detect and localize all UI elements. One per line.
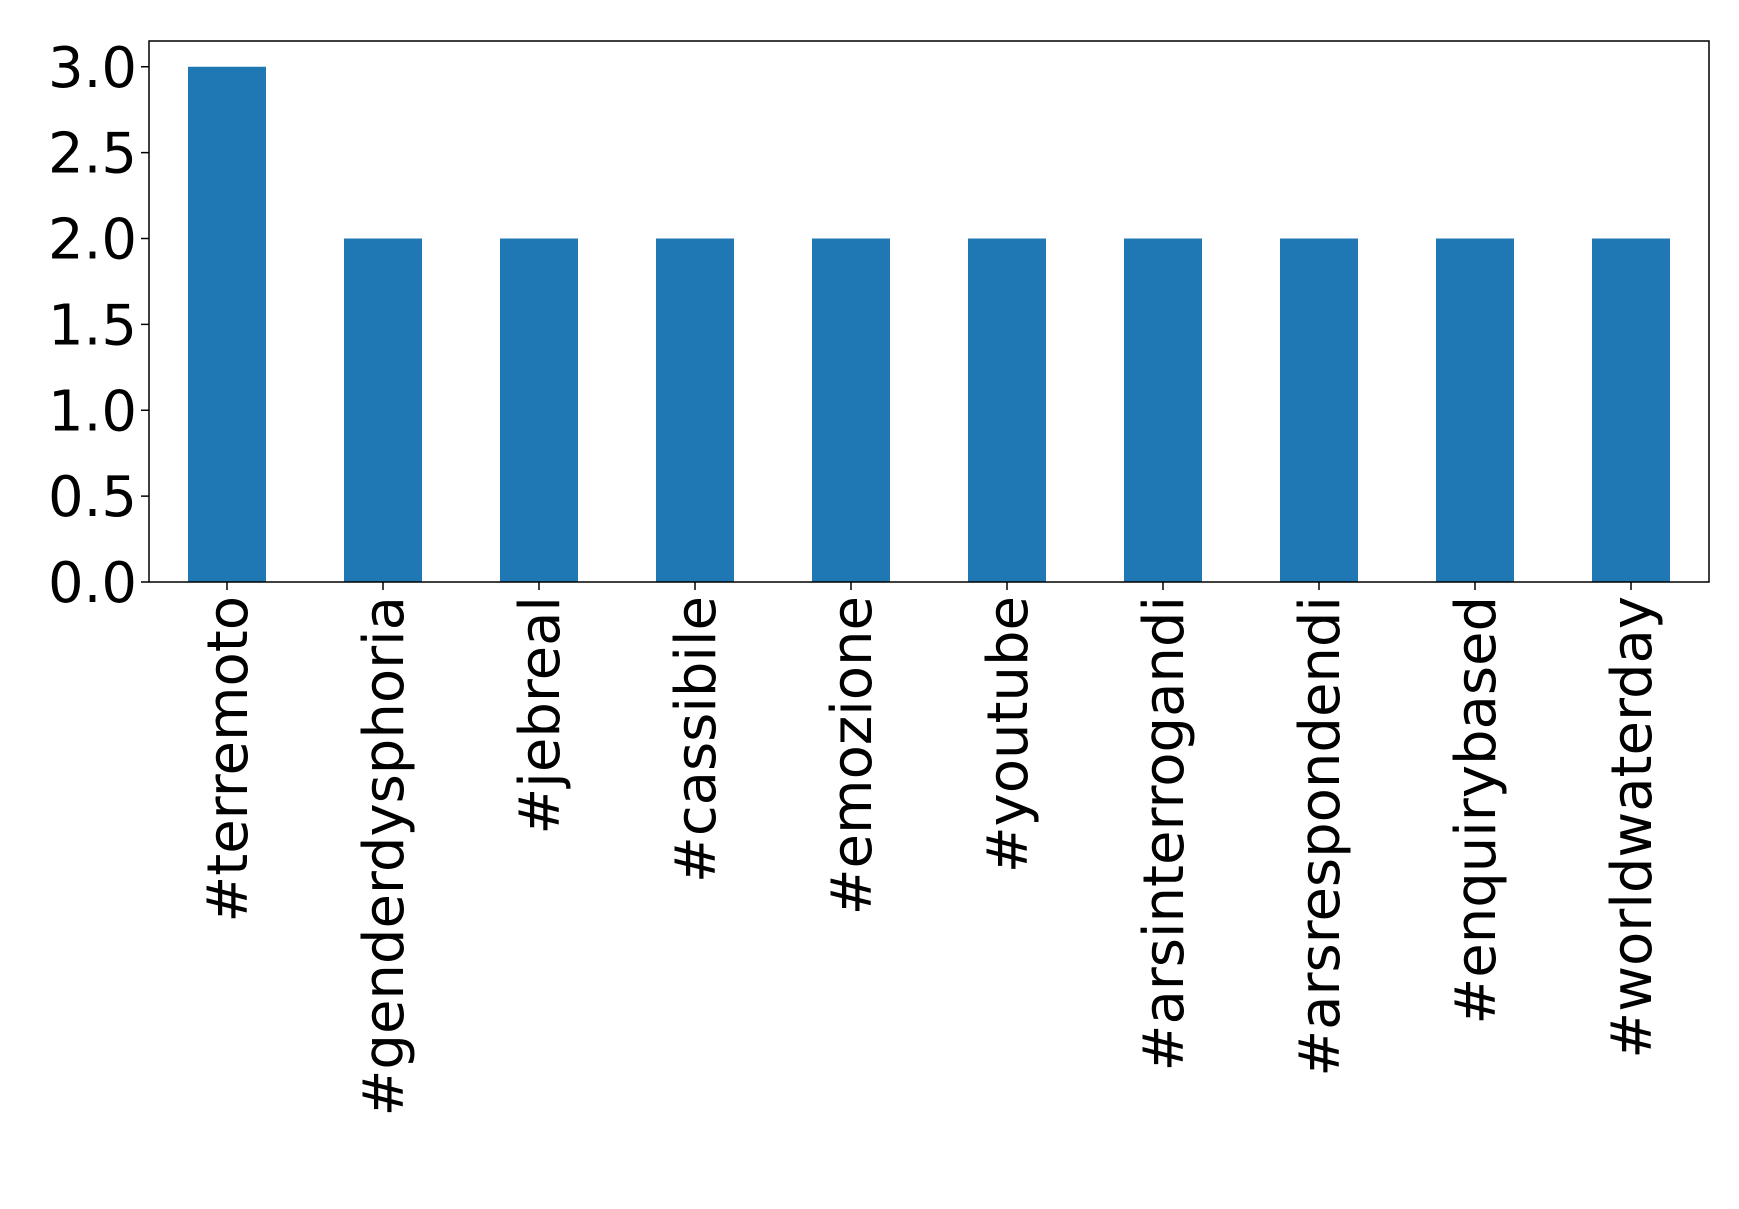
y-tick-label: 3.0 bbox=[48, 36, 137, 101]
bar bbox=[188, 66, 266, 582]
plot-frame bbox=[148, 40, 1710, 583]
bar bbox=[1436, 238, 1514, 582]
bar bbox=[1592, 238, 1670, 582]
x-tick-label: #jebreal bbox=[508, 596, 573, 835]
bar bbox=[656, 238, 734, 582]
y-tick-label: 1.5 bbox=[48, 293, 137, 358]
bar bbox=[812, 238, 890, 582]
x-tick-label: #youtube bbox=[976, 596, 1041, 873]
x-tick-label: #cassibile bbox=[664, 596, 729, 883]
y-tick-label: 2.5 bbox=[48, 122, 137, 187]
x-tick-label: #emozione bbox=[820, 596, 885, 915]
x-tick-label: #arsinterrogandi bbox=[1132, 596, 1197, 1071]
bar bbox=[344, 238, 422, 582]
y-tick-label: 0.0 bbox=[48, 551, 137, 616]
x-tick-label: #terremoto bbox=[196, 596, 261, 923]
y-tick-label: 1.0 bbox=[48, 379, 137, 444]
x-tick-label: #arsrespondendi bbox=[1288, 596, 1353, 1077]
y-tick-label: 0.5 bbox=[48, 465, 137, 530]
bar bbox=[1280, 238, 1358, 582]
bar bbox=[968, 238, 1046, 582]
x-tick-label: #genderdysphoria bbox=[352, 596, 417, 1117]
y-tick-label: 2.0 bbox=[48, 208, 137, 273]
x-tick-label: #worldwaterday bbox=[1600, 596, 1665, 1059]
bar bbox=[1124, 238, 1202, 582]
bar bbox=[500, 238, 578, 582]
x-tick-label: #enquirybased bbox=[1444, 596, 1509, 1025]
